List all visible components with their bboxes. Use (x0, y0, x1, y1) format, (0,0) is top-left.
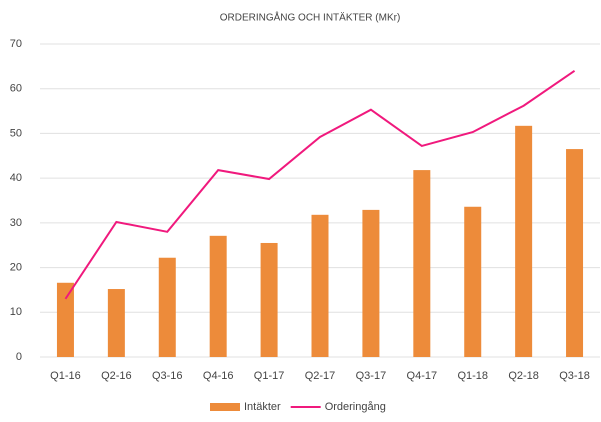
bar (362, 209, 380, 357)
bar (209, 235, 227, 357)
x-tick-label: Q2-18 (508, 370, 539, 382)
y-tick-label: 40 (10, 172, 22, 184)
y-tick-label: 10 (10, 306, 22, 318)
y-tick-label: 20 (10, 261, 22, 273)
bar (515, 125, 533, 357)
y-tick-label: 70 (10, 38, 22, 50)
x-tick-label: Q3-17 (356, 370, 387, 382)
line (64, 70, 576, 300)
x-tick-label: Q1-17 (254, 370, 285, 382)
y-tick-label: 30 (10, 217, 22, 229)
y-tick-label: 60 (10, 83, 22, 95)
bar (566, 149, 584, 357)
x-tick-label: Q2-16 (101, 370, 132, 382)
bar (311, 214, 329, 357)
x-tick-label: Q3-16 (152, 370, 183, 382)
bar (158, 257, 176, 357)
bar (56, 282, 74, 357)
x-tick-label: Q1-18 (457, 370, 488, 382)
y-tick-label: 50 (10, 127, 22, 139)
chart-title: ORDERINGÅNG OCH INTÄKTER (MKr) (220, 11, 401, 24)
bar (107, 289, 125, 357)
x-tick-label: Q1-16 (50, 370, 81, 382)
legend-label: Intäkter (244, 401, 281, 413)
bar (260, 242, 278, 357)
bar (413, 170, 431, 357)
x-tick-label: Q4-17 (407, 370, 438, 382)
bar (464, 206, 482, 357)
x-tick-label: Q2-17 (305, 370, 336, 382)
legend-label: Orderingång (325, 401, 386, 413)
legend-swatch (210, 403, 240, 411)
y-tick-label: 0 (16, 351, 22, 363)
x-tick-label: Q3-18 (559, 370, 590, 382)
x-tick-label: Q4-16 (203, 370, 234, 382)
